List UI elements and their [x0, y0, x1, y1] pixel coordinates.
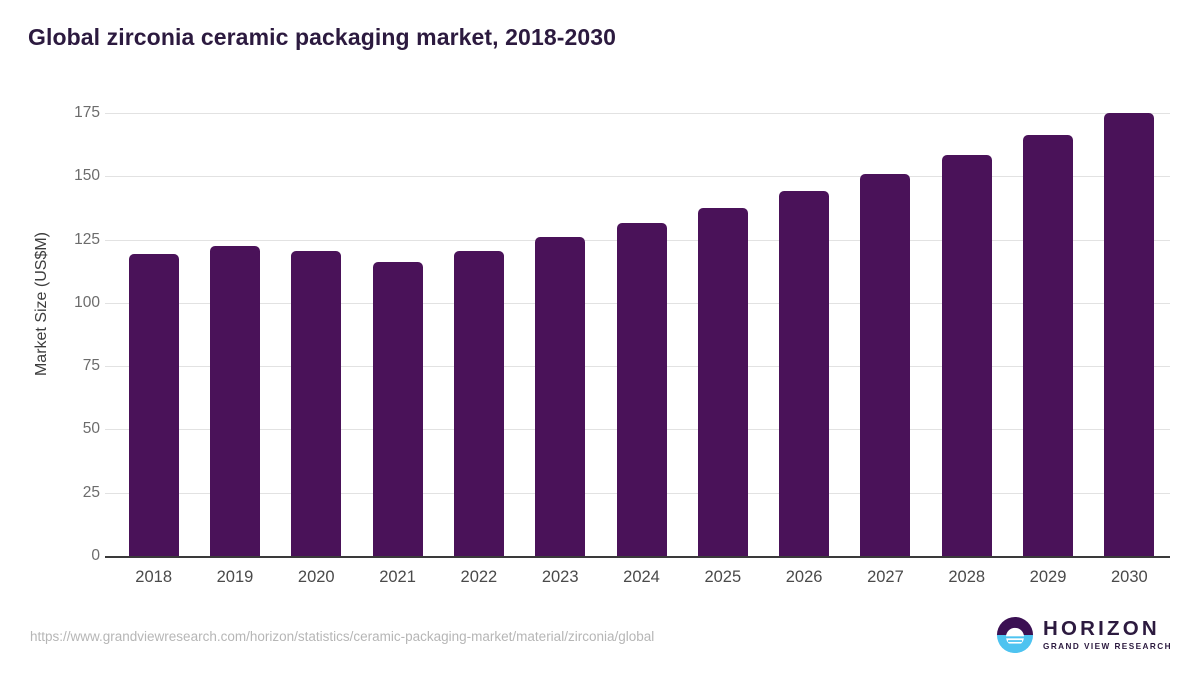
gridline: [105, 176, 1170, 178]
x-axis-tick-label: 2019: [216, 568, 254, 586]
y-axis-tick-label: 50: [82, 420, 100, 438]
y-axis-tick-label: 25: [82, 483, 100, 501]
bar[interactable]: [616, 223, 667, 556]
bar[interactable]: [128, 253, 179, 556]
x-axis-tick-label: 2028: [948, 568, 986, 586]
x-axis-tick-label: 2020: [297, 568, 335, 586]
bar[interactable]: [291, 250, 342, 556]
bar[interactable]: [697, 207, 748, 556]
bar-series: [113, 113, 1170, 556]
source-url[interactable]: https://www.grandviewresearch.com/horizo…: [30, 629, 655, 644]
x-axis-tick-label: 2022: [460, 568, 498, 586]
chart-region: Market Size (US$M) 0 25 50 75 100 125 150 175 2…: [33, 104, 1170, 586]
x-axis-tick-label: 2029: [1029, 568, 1067, 586]
bar[interactable]: [779, 191, 830, 556]
horizon-logo-word: HORIZON: [1043, 617, 1160, 641]
x-axis-tick-label: 2027: [867, 568, 904, 586]
x-axis-tick-label: 2021: [379, 568, 416, 586]
y-axis-tick-label: 150: [74, 167, 100, 185]
x-axis-tick-label: 2025: [704, 568, 742, 586]
x-axis-tick-label: 2023: [541, 568, 579, 586]
bar[interactable]: [535, 237, 586, 556]
x-axis-tick-label: 2018: [135, 568, 173, 586]
horizon-logo[interactable]: HORIZON GRAND VIEW RESEARCH: [996, 616, 1172, 654]
horizon-logo-icon: [996, 616, 1034, 654]
y-axis-tick-label: 100: [74, 293, 100, 311]
bar[interactable]: [860, 173, 911, 556]
plot-area: 0 25 50 75 100 125 150 175 2018 2019 2020 2021 2022…: [74, 104, 1170, 586]
bar[interactable]: [453, 250, 504, 556]
gridline: [105, 113, 1170, 114]
bar[interactable]: [1023, 134, 1074, 556]
page-title: Global zirconia ceramic packaging market…: [28, 24, 617, 50]
y-axis-tick-label: 75: [82, 357, 100, 375]
bar[interactable]: [941, 154, 992, 556]
bar[interactable]: [1104, 113, 1155, 556]
bar[interactable]: [209, 245, 260, 556]
horizon-logo-text: HORIZON GRAND VIEW RESEARCH: [1043, 619, 1172, 651]
bar[interactable]: [372, 262, 423, 556]
y-axis-tick-label: 125: [74, 230, 100, 248]
x-axis-tick-label: 2024: [623, 568, 660, 586]
x-axis-tick-label: 2030: [1110, 568, 1148, 586]
horizon-logo-subtitle: GRAND VIEW RESEARCH: [1043, 641, 1172, 651]
y-axis-tick-label: 0: [91, 547, 100, 564]
x-axis-line: [105, 556, 1170, 558]
y-axis-tick-label: 175: [74, 104, 100, 121]
x-axis-tick-label: 2026: [785, 568, 823, 586]
